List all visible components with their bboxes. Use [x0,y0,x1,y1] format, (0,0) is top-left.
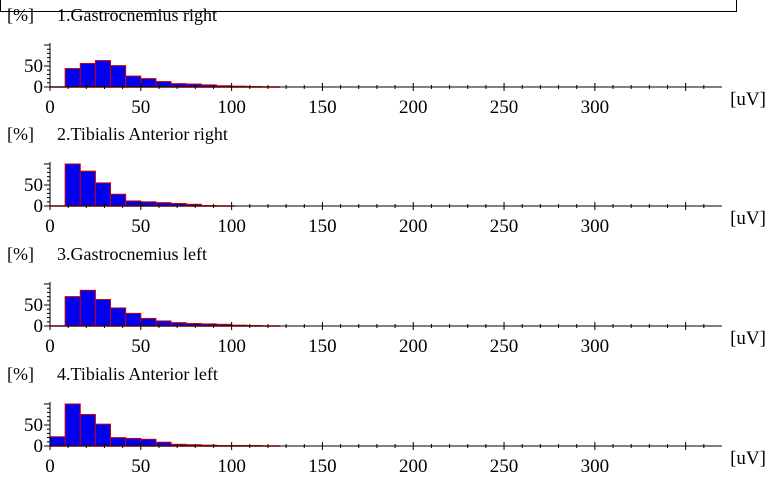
panel-3-x-tick-label: 150 [308,336,337,357]
panel-4-x-tick-label: 250 [490,456,519,477]
panel-4-x-tick-label: 50 [131,456,150,477]
panel-2-title: 2.Tibialis Anterior right [57,124,228,144]
panel-2-y-unit-label: [%] [7,124,34,144]
panel-1-title: 1.Gastrocnemius right [57,5,217,25]
panel-4-bar [110,437,127,447]
panel-4-bar [140,438,157,447]
panel-3-y-tick-label: 50 [24,295,43,316]
panel-4-bar [49,436,66,447]
panel-2-y-tick-label: 0 [34,196,44,217]
panel-3-x-tick-label: 250 [490,336,519,357]
panel-1-bar [125,75,142,88]
panel-2-x-tick-label: 200 [399,216,428,237]
panel-3-x-tick-label: 300 [581,336,610,357]
panel-2-x-tick-label: 0 [45,216,55,237]
panel-4-bar [125,437,142,447]
panel-3-title: 3.Gastrocnemius left [57,244,207,264]
panel-3-x-tick-label: 100 [217,336,246,357]
top-frame-bar [0,0,737,12]
panel-1-x-tick-label: 200 [399,97,428,118]
panel-3-bar [79,289,96,327]
panel-1-y-tick-label: 0 [34,77,44,98]
panel-4-y-unit-label: [%] [7,364,34,384]
panel-4-title: 4.Tibialis Anterior left [57,364,218,384]
panel-2-bar [79,170,96,207]
panel-2-y-tick-label: 50 [24,175,43,196]
panel-4-x-tick-label: 200 [399,456,428,477]
panel-1-x-tick-label: 100 [217,97,246,118]
panel-1-y-tick-label: 50 [24,56,43,77]
panel-1-x-tick-label: 0 [45,97,55,118]
panel-4-x-tick-label: 300 [581,456,610,477]
panel-3-bar [140,317,157,327]
panel-2-bar [64,163,81,207]
panel-1-bar [140,78,157,88]
panel-4-x-unit-label: [uV] [730,448,766,469]
panel-1-bar [79,62,96,88]
panel-4-y-tick-label: 0 [34,436,44,457]
panel-4-y-tick-label: 50 [24,415,43,436]
panel-3-y-unit-label: [%] [7,244,34,264]
panel-3-bar [155,320,172,327]
panel-1-bar [64,68,81,88]
panel-3-y-tick-label: 0 [34,316,44,337]
panel-1-y-unit-label: [%] [7,5,34,25]
panel-1-bar [94,60,112,88]
panel-3-x-unit-label: [uV] [730,328,766,349]
panel-2-x-tick-label: 100 [217,216,246,237]
panel-1-x-tick-label: 300 [581,97,610,118]
panel-1-x-tick-label: 150 [308,97,337,118]
panel-2-bar [125,200,142,207]
panel-2-bar [94,182,112,207]
panel-1-x-unit-label: [uV] [730,89,766,110]
panel-1-bar [110,65,127,88]
panel-2-x-tick-label: 50 [131,216,150,237]
panel-3-x-tick-label: 0 [45,336,55,357]
panel-2-x-tick-label: 250 [490,216,519,237]
panel-1-x-tick-label: 50 [131,97,150,118]
panel-2-x-tick-label: 300 [581,216,610,237]
panel-1-bar [155,81,172,88]
panel-4-x-tick-label: 0 [45,456,55,477]
panel-4-x-tick-label: 150 [308,456,337,477]
panel-2-bar [110,193,127,207]
panel-3-bar [125,312,142,327]
panel-3-x-tick-label: 200 [399,336,428,357]
panel-4-bar [79,414,96,447]
panel-2-x-unit-label: [uV] [730,208,766,229]
panel-4-bar [94,423,112,447]
panel-4-bar [64,403,81,447]
panel-3-bar [94,299,112,327]
panel-3-bar [110,307,127,327]
panel-1-x-tick-label: 250 [490,97,519,118]
panel-2-x-tick-label: 150 [308,216,337,237]
panel-4-x-tick-label: 100 [217,456,246,477]
panel-3-bar [64,296,81,327]
panel-3-x-tick-label: 50 [131,336,150,357]
